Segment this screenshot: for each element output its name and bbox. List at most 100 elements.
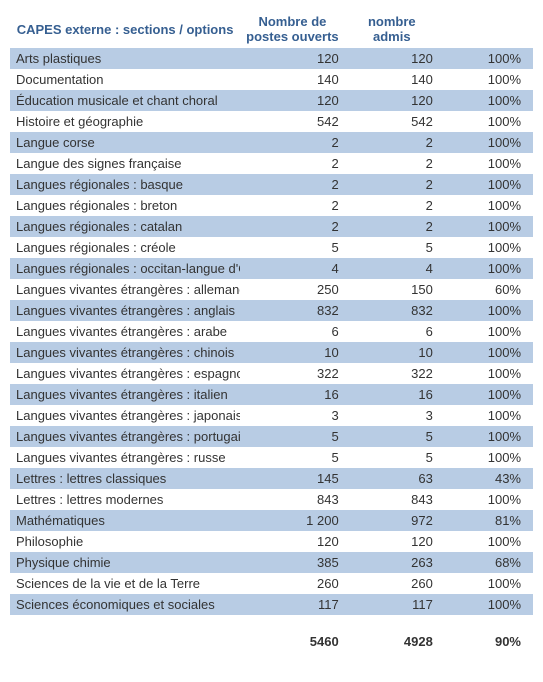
cell-pct: 100% (439, 594, 533, 615)
table-row: Langues régionales : breton22100% (10, 195, 533, 216)
cell-postes: 542 (240, 111, 345, 132)
cell-section: Langue des signes française (10, 153, 240, 174)
cell-admis: 120 (345, 90, 439, 111)
cell-section: Éducation musicale et chant choral (10, 90, 240, 111)
cell-pct: 100% (439, 237, 533, 258)
cell-section: Lettres : lettres modernes (10, 489, 240, 510)
cell-section: Langue corse (10, 132, 240, 153)
cell-pct: 100% (439, 531, 533, 552)
header-postes: Nombre de postes ouverts (240, 10, 345, 48)
cell-section: Physique chimie (10, 552, 240, 573)
cell-section: Langues vivantes étrangères : portugais (10, 426, 240, 447)
cell-section: Sciences de la vie et de la Terre (10, 573, 240, 594)
table-row: Documentation140140100% (10, 69, 533, 90)
cell-admis: 263 (345, 552, 439, 573)
cell-admis: 150 (345, 279, 439, 300)
cell-admis: 260 (345, 573, 439, 594)
cell-section: Langues régionales : créole (10, 237, 240, 258)
table-body: Arts plastiques120120100%Documentation14… (10, 48, 533, 652)
cell-section: Langues régionales : breton (10, 195, 240, 216)
total-postes: 5460 (240, 631, 345, 652)
cell-section: Langues régionales : catalan (10, 216, 240, 237)
cell-postes: 145 (240, 468, 345, 489)
cell-admis: 843 (345, 489, 439, 510)
cell-pct: 100% (439, 384, 533, 405)
cell-admis: 5 (345, 447, 439, 468)
table-row: Langues vivantes étrangères : chinois101… (10, 342, 533, 363)
cell-admis: 2 (345, 195, 439, 216)
cell-admis: 2 (345, 132, 439, 153)
cell-section: Lettres : lettres classiques (10, 468, 240, 489)
cell-pct: 100% (439, 258, 533, 279)
cell-pct: 100% (439, 90, 533, 111)
cell-postes: 2 (240, 216, 345, 237)
cell-admis: 140 (345, 69, 439, 90)
table-row: Langues régionales : occitan-langue d'Oc… (10, 258, 533, 279)
cell-postes: 140 (240, 69, 345, 90)
cell-postes: 250 (240, 279, 345, 300)
cell-section: Langues vivantes étrangères : allemand (10, 279, 240, 300)
header-section: CAPES externe : sections / options (10, 10, 240, 48)
table-row: Arts plastiques120120100% (10, 48, 533, 69)
cell-postes: 2 (240, 174, 345, 195)
cell-section: Langues vivantes étrangères : espagnol (10, 363, 240, 384)
cell-pct: 43% (439, 468, 533, 489)
cell-section: Langues régionales : occitan-langue d'Oc (10, 258, 240, 279)
cell-admis: 2 (345, 216, 439, 237)
cell-pct: 100% (439, 132, 533, 153)
cell-admis: 3 (345, 405, 439, 426)
cell-postes: 843 (240, 489, 345, 510)
cell-pct: 68% (439, 552, 533, 573)
cell-admis: 120 (345, 48, 439, 69)
cell-admis: 972 (345, 510, 439, 531)
cell-postes: 6 (240, 321, 345, 342)
cell-postes: 2 (240, 153, 345, 174)
cell-postes: 2 (240, 132, 345, 153)
cell-pct: 100% (439, 489, 533, 510)
cell-postes: 5 (240, 426, 345, 447)
header-row: CAPES externe : sections / options Nombr… (10, 10, 533, 48)
cell-section: Langues vivantes étrangères : arabe (10, 321, 240, 342)
header-pct (439, 10, 533, 48)
cell-admis: 120 (345, 531, 439, 552)
cell-section: Langues régionales : basque (10, 174, 240, 195)
cell-pct: 100% (439, 300, 533, 321)
cell-postes: 120 (240, 48, 345, 69)
table-row: Langues vivantes étrangères : anglais832… (10, 300, 533, 321)
cell-postes: 322 (240, 363, 345, 384)
cell-postes: 117 (240, 594, 345, 615)
cell-admis: 322 (345, 363, 439, 384)
table-row: Langues vivantes étrangères : russe55100… (10, 447, 533, 468)
cell-pct: 100% (439, 216, 533, 237)
cell-section: Philosophie (10, 531, 240, 552)
cell-postes: 5 (240, 447, 345, 468)
spacer-row (10, 615, 533, 631)
cell-postes: 4 (240, 258, 345, 279)
cell-pct: 100% (439, 342, 533, 363)
cell-postes: 16 (240, 384, 345, 405)
total-admis: 4928 (345, 631, 439, 652)
cell-postes: 120 (240, 90, 345, 111)
cell-pct: 100% (439, 405, 533, 426)
cell-admis: 16 (345, 384, 439, 405)
cell-pct: 81% (439, 510, 533, 531)
cell-admis: 5 (345, 237, 439, 258)
cell-section: Langues vivantes étrangères : japonais (10, 405, 240, 426)
table-row: Langue des signes française22100% (10, 153, 533, 174)
table-row: Langues vivantes étrangères : arabe66100… (10, 321, 533, 342)
cell-section: Langues vivantes étrangères : italien (10, 384, 240, 405)
table-row: Langues régionales : basque22100% (10, 174, 533, 195)
table-row: Éducation musicale et chant choral120120… (10, 90, 533, 111)
cell-admis: 63 (345, 468, 439, 489)
cell-admis: 542 (345, 111, 439, 132)
cell-pct: 100% (439, 195, 533, 216)
cell-postes: 10 (240, 342, 345, 363)
capes-table: CAPES externe : sections / options Nombr… (10, 10, 533, 652)
cell-pct: 100% (439, 573, 533, 594)
total-pct: 90% (439, 631, 533, 652)
cell-postes: 5 (240, 237, 345, 258)
cell-section: Langues vivantes étrangères : anglais (10, 300, 240, 321)
table-row: Physique chimie38526368% (10, 552, 533, 573)
cell-admis: 10 (345, 342, 439, 363)
cell-pct: 100% (439, 447, 533, 468)
